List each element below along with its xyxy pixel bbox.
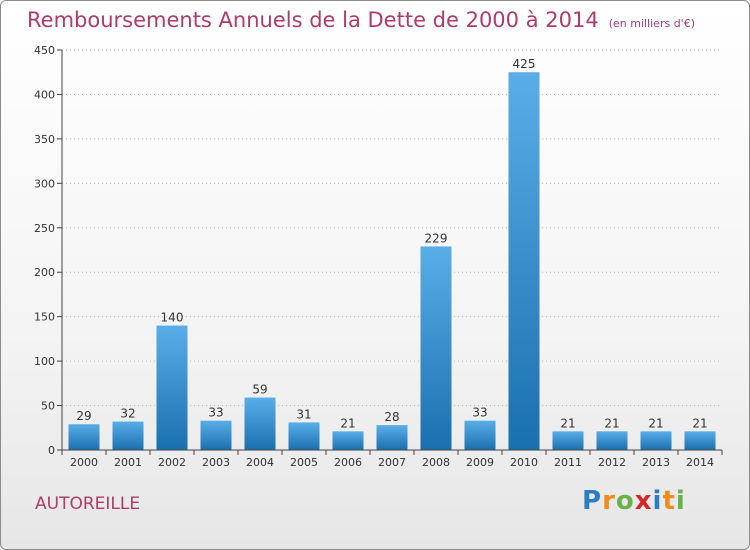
logo-letter: P bbox=[582, 486, 603, 516]
bar-2000 bbox=[68, 424, 100, 450]
y-tick-label: 100 bbox=[34, 355, 55, 368]
bar-2012 bbox=[596, 431, 628, 450]
data-label-2009: 33 bbox=[472, 406, 487, 420]
data-label-2006: 21 bbox=[340, 416, 355, 430]
x-tick-label: 2012 bbox=[598, 456, 626, 469]
bar-2014 bbox=[684, 431, 716, 450]
x-tick-label: 2000 bbox=[70, 456, 98, 469]
data-label-2001: 32 bbox=[120, 407, 135, 421]
logo-letter: r bbox=[602, 486, 616, 516]
bar-2004 bbox=[244, 397, 276, 450]
data-label-2007: 28 bbox=[384, 410, 399, 424]
bar-2013 bbox=[640, 431, 672, 450]
logo-letter: t bbox=[662, 486, 676, 516]
bar-2010 bbox=[508, 72, 540, 450]
y-tick-label: 250 bbox=[34, 222, 55, 235]
bar-2002 bbox=[156, 325, 188, 450]
data-label-2013: 21 bbox=[648, 416, 663, 430]
data-label-2003: 33 bbox=[208, 406, 223, 420]
bar-2006 bbox=[332, 431, 364, 450]
bars: 29 32 140 33 59 31 21 28 229 33 425 21 21 21 21 bbox=[68, 57, 716, 450]
x-tick-label: 2008 bbox=[422, 456, 450, 469]
bar-2011 bbox=[552, 431, 584, 450]
data-label-2000: 29 bbox=[76, 409, 91, 423]
x-tick-label: 2002 bbox=[158, 456, 186, 469]
x-tick-label: 2009 bbox=[466, 456, 494, 469]
bar-2007 bbox=[376, 425, 408, 450]
bar-2009 bbox=[464, 420, 496, 450]
x-axis: 2000 2001 2002 2003 2004 2005 2006 2007 2008 2009… bbox=[61, 449, 723, 469]
x-tick-label: 2001 bbox=[114, 456, 142, 469]
x-tick-label: 2007 bbox=[378, 456, 406, 469]
data-label-2004: 59 bbox=[252, 383, 267, 397]
chart-subtitle: (en milliers d'€) bbox=[608, 17, 695, 30]
data-label-2002: 140 bbox=[161, 311, 184, 325]
data-label-2008: 229 bbox=[425, 231, 448, 245]
y-tick-label: 50 bbox=[41, 400, 55, 413]
x-tick-label: 2011 bbox=[554, 456, 582, 469]
x-tick-label: 2006 bbox=[334, 456, 362, 469]
chart-title: Remboursements Annuels de la Dette de 20… bbox=[27, 8, 695, 32]
data-label-2011: 21 bbox=[560, 416, 575, 430]
x-tick-label: 2005 bbox=[290, 456, 318, 469]
x-tick-label: 2010 bbox=[510, 456, 538, 469]
y-axis: 0 50 100 150 200 250 300 350 400 450 bbox=[34, 44, 63, 457]
bar-2005 bbox=[288, 422, 320, 450]
y-tick-label: 400 bbox=[34, 88, 55, 101]
y-tick-label: 350 bbox=[34, 133, 55, 146]
logo-letter: o bbox=[615, 486, 635, 516]
x-tick-label: 2014 bbox=[686, 456, 714, 469]
data-label-2012: 21 bbox=[604, 416, 619, 430]
data-label-2010: 425 bbox=[513, 57, 536, 71]
x-tick-label: 2013 bbox=[642, 456, 670, 469]
bar-2003 bbox=[200, 420, 232, 450]
data-label-2014: 21 bbox=[692, 416, 707, 430]
bar-2008 bbox=[420, 246, 452, 450]
data-label-2005: 31 bbox=[296, 407, 311, 421]
proxiti-logo: Proxiti bbox=[582, 486, 686, 516]
logo-letter: i bbox=[652, 486, 663, 516]
y-tick-label: 0 bbox=[48, 444, 55, 457]
y-tick-label: 150 bbox=[34, 311, 55, 324]
x-tick-label: 2003 bbox=[202, 456, 230, 469]
commune-name: AUTOREILLE bbox=[35, 494, 141, 514]
y-tick-label: 450 bbox=[34, 44, 55, 57]
y-tick-label: 300 bbox=[34, 177, 55, 190]
x-tick-label: 2004 bbox=[246, 456, 274, 469]
chart-title-text: Remboursements Annuels de la Dette de 20… bbox=[27, 8, 599, 32]
logo-letter: i bbox=[675, 486, 686, 516]
bar-2001 bbox=[112, 421, 144, 450]
y-tick-label: 200 bbox=[34, 266, 55, 279]
logo-letter: x bbox=[634, 486, 653, 516]
